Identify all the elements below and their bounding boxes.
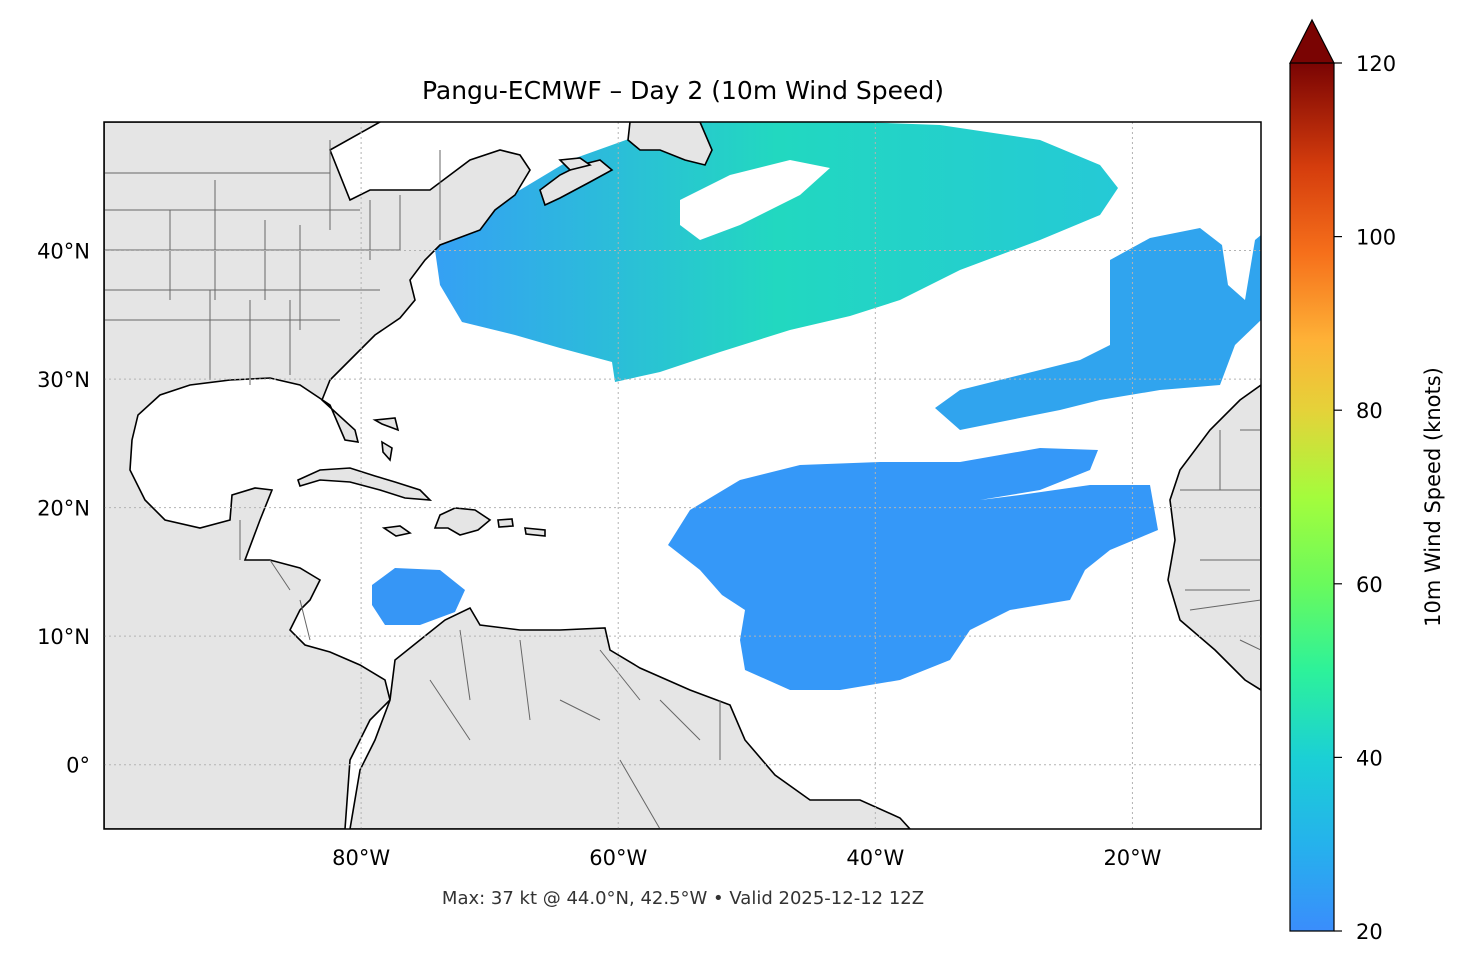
lat-tick-label: 40°N (37, 240, 90, 264)
lat-tick-label: 20°N (37, 497, 90, 521)
colorbar-tick-label: 100 (1356, 226, 1396, 250)
lon-tick-label: 40°W (846, 846, 904, 870)
island-jamaica (381, 525, 412, 537)
colorbar-tick-label: 20 (1356, 920, 1383, 944)
land-newfoundland (627, 122, 713, 166)
map-panel (104, 122, 1261, 829)
colorbar-tick-label: 80 (1356, 399, 1383, 423)
land-africa (1167, 384, 1261, 691)
colorbar-extend-arrow (1289, 18, 1335, 64)
canada-maritime (539, 122, 713, 207)
island-lesser-antilles (524, 527, 546, 537)
caribbean-islands (297, 417, 546, 537)
island-hispaniola (433, 507, 492, 536)
lat-tick-label: 30°N (37, 368, 90, 392)
wind-calm-pocket (680, 160, 830, 240)
wind-patch-caribbean (372, 568, 465, 625)
longitude-ticks: 80°W 60°W 40°W 20°W (332, 846, 1162, 870)
colorbar-ticks: 20 40 60 80 100 120 (1334, 52, 1396, 944)
lat-tick-label: 10°N (37, 625, 90, 649)
land-nova-scotia (539, 159, 614, 207)
island-puerto-rico (497, 518, 514, 528)
lon-tick-label: 80°W (332, 846, 390, 870)
lon-tick-label: 60°W (589, 846, 647, 870)
island-bahamas (372, 417, 400, 462)
colorbar-tick-label: 120 (1356, 52, 1396, 76)
map-frame (103, 121, 1262, 830)
max-wind-caption: Max: 37 kt @ 44.0°N, 42.5°W • Valid 2025… (442, 888, 924, 909)
lon-tick-label: 20°W (1103, 846, 1161, 870)
land-south-america (349, 606, 912, 829)
colorbar-gradient (1290, 63, 1334, 931)
latitude-ticks: 40°N 30°N 20°N 10°N 0° (37, 240, 90, 778)
colorbar-label: 10m Wind Speed (knots) (1421, 367, 1445, 627)
island-cuba (297, 467, 433, 501)
wind-band-north (435, 122, 1118, 382)
colorbar: 20 40 60 80 100 120 10m Wind Speed (knots) (1289, 18, 1445, 944)
colorbar-frame (1289, 63, 1335, 932)
political-borders (104, 140, 1261, 829)
lat-tick-label: 0° (66, 754, 90, 778)
map-title: Pangu-ECMWF – Day 2 (10m Wind Speed) (422, 76, 944, 105)
colorbar-tick-label: 60 (1356, 573, 1383, 597)
land-pei (558, 157, 592, 171)
colorbar-tick-label: 40 (1356, 746, 1383, 770)
wind-band-subtropical (668, 448, 1158, 690)
